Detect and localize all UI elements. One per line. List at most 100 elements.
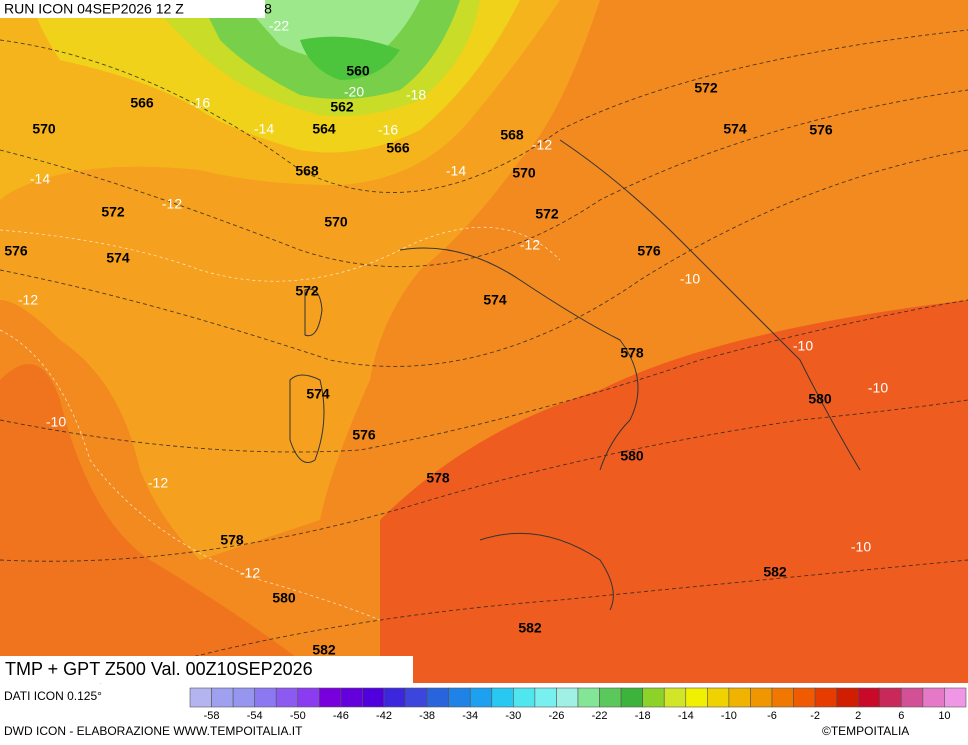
colorbar-label: 2 — [855, 710, 861, 722]
colorbar-cell — [405, 687, 428, 708]
isohypse-label: 566 — [386, 140, 410, 156]
colorbar-cell — [491, 687, 514, 708]
colorbar-cell — [793, 687, 816, 708]
isohypse-label: 562 — [330, 99, 354, 115]
contour-line — [0, 399, 968, 562]
colorbar-label: -6 — [767, 710, 777, 722]
colorbar-label: 10 — [938, 710, 950, 722]
colorbar-cell — [771, 687, 794, 708]
colorbar-cell — [513, 687, 536, 708]
map-title: TMP + GPT Z500 Val. 00Z10SEP2026 — [5, 659, 313, 679]
isohypse-label: 564 — [312, 121, 336, 137]
colorbar-cell — [297, 687, 320, 708]
isohypse-label: 582 — [312, 642, 336, 658]
isohypse-label: 576 — [4, 243, 28, 259]
colorbar-cell — [469, 687, 493, 708]
isotherm-label: -14 — [254, 121, 274, 137]
colorbar-label: -34 — [462, 710, 478, 722]
isohypse-label: 574 — [106, 250, 130, 266]
isotherm-label: -12 — [148, 475, 168, 491]
colorbar-cell — [340, 687, 363, 708]
isohypse-label: 576 — [352, 427, 376, 443]
run-label: RUN ICON 04SEP2026 12 Z — [4, 1, 184, 17]
colorbar-cell — [383, 687, 406, 708]
isohypse-label: 572 — [535, 206, 559, 222]
balkan-coast — [559, 139, 861, 471]
data-source: DATI ICON 0.125° — [4, 689, 102, 703]
colorbar-label: -10 — [721, 710, 737, 722]
sardinia-outline — [289, 374, 325, 463]
isohypse-label: 574 — [723, 121, 747, 137]
colorbar-cell — [275, 687, 299, 708]
isotherm-label: -10 — [46, 414, 66, 430]
colorbar: -58 -54 -50 -46 -42 -38 -34 -30 -26 -22 -18 -14 -10-… — [189, 687, 967, 722]
colorbar-label: -54 — [247, 710, 263, 722]
sicily-outline — [479, 532, 614, 611]
credits: DWD ICON - ELABORAZIONE WWW.TEMPOITALIA.… — [4, 724, 303, 738]
isotherm-label: -10 — [680, 271, 700, 287]
isohypse-label: 578 — [220, 532, 244, 548]
isohypse-label: 572 — [101, 204, 125, 220]
colorbar-cell — [426, 687, 449, 708]
colorbar-cell — [944, 687, 967, 708]
colorbar-label: -42 — [376, 710, 392, 722]
colorbar-label: -58 — [204, 710, 220, 722]
colorbar-cell — [254, 687, 277, 708]
field-red — [380, 300, 968, 683]
colorbar-cell — [448, 687, 471, 708]
colorbar-label: -18 — [635, 710, 651, 722]
isohypse-label: 580 — [272, 590, 296, 606]
isotherm-label: -22 — [269, 18, 289, 34]
isohypse-label: 582 — [763, 564, 787, 580]
corsica-outline — [304, 288, 323, 337]
colorbar-cell — [642, 687, 665, 708]
colorbar-label: -38 — [419, 710, 435, 722]
colorbar-label: -2 — [810, 710, 820, 722]
colorbar-cell — [707, 687, 730, 708]
isohypse-label: 578 — [426, 470, 450, 486]
title-box — [0, 656, 413, 683]
colorbar-cell — [728, 687, 751, 708]
copyright: ©TEMPOITALIA — [822, 724, 909, 738]
isotherm-label: -12 — [520, 237, 540, 253]
colorbar-cell — [211, 687, 234, 708]
isohypse-label: 574 — [483, 292, 507, 308]
colorbar-cell — [901, 687, 924, 708]
contour-line — [0, 29, 968, 193]
isotherm-line — [0, 329, 381, 621]
colorbar-cell — [319, 687, 342, 708]
header-box — [0, 0, 265, 18]
colorbar-cell — [232, 687, 255, 708]
colorbar-cell — [922, 687, 945, 708]
isohypse-label: 570 — [324, 214, 348, 230]
colorbar-cell — [577, 687, 600, 708]
corner-label: 8 — [264, 1, 272, 17]
isotherm-label: -16 — [378, 122, 398, 138]
isotherm-line — [0, 226, 561, 282]
italy-outline — [399, 247, 639, 471]
contour-line — [99, 559, 968, 684]
isotherm-label: -12 — [240, 565, 260, 581]
colorbar-label: -14 — [678, 710, 694, 722]
isotherm-label: -16 — [190, 95, 210, 111]
contour-line — [0, 299, 968, 453]
contour-line — [0, 89, 968, 268]
colorbar-cell — [814, 687, 837, 708]
isohypse-label: 576 — [809, 122, 833, 138]
colorbar-label: -30 — [505, 710, 521, 722]
colorbar-label: -46 — [333, 710, 349, 722]
isohypse-label: 568 — [500, 127, 524, 143]
isotherm-label: -18 — [406, 87, 426, 103]
isohypse-label: 560 — [346, 63, 370, 79]
isohypse-label: 572 — [694, 80, 718, 96]
isotherm-label: -14 — [446, 163, 466, 179]
colorbar-cell — [750, 687, 773, 708]
colorbar-cell — [663, 687, 687, 708]
colorbar-label: -22 — [592, 710, 608, 722]
contour-line — [0, 149, 968, 367]
isotherm-label: -12 — [532, 137, 552, 153]
isohypse-label: 570 — [512, 165, 536, 181]
isohypse-label: 568 — [295, 163, 319, 179]
isotherm-label: -10 — [868, 380, 888, 396]
